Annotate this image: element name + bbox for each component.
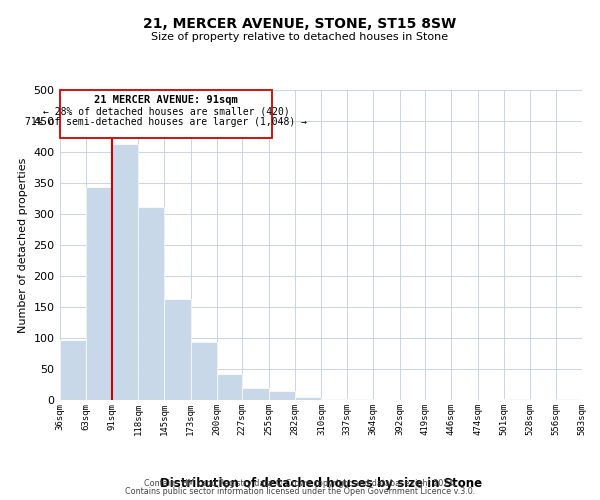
Text: 21 MERCER AVENUE: 91sqm: 21 MERCER AVENUE: 91sqm [94,95,238,105]
Text: 71% of semi-detached houses are larger (1,048) →: 71% of semi-detached houses are larger (… [25,118,307,128]
Bar [191,342,217,400]
Bar [242,388,269,400]
FancyBboxPatch shape [60,90,272,138]
Bar [112,144,138,400]
Text: ← 28% of detached houses are smaller (420): ← 28% of detached houses are smaller (42… [43,106,289,116]
Text: Size of property relative to detached houses in Stone: Size of property relative to detached ho… [151,32,449,42]
Bar [86,188,112,400]
Text: Contains HM Land Registry data © Crown copyright and database right 2024.: Contains HM Land Registry data © Crown c… [144,478,456,488]
Bar [269,390,295,400]
Y-axis label: Number of detached properties: Number of detached properties [18,158,28,332]
Bar [138,207,164,400]
Bar [60,340,86,400]
Text: 21, MERCER AVENUE, STONE, ST15 8SW: 21, MERCER AVENUE, STONE, ST15 8SW [143,18,457,32]
Text: Contains public sector information licensed under the Open Government Licence v.: Contains public sector information licen… [125,488,475,496]
Bar [322,399,347,400]
X-axis label: Distribution of detached houses by size in Stone: Distribution of detached houses by size … [160,476,482,490]
Bar [295,397,322,400]
Bar [217,374,242,400]
Bar [164,299,191,400]
